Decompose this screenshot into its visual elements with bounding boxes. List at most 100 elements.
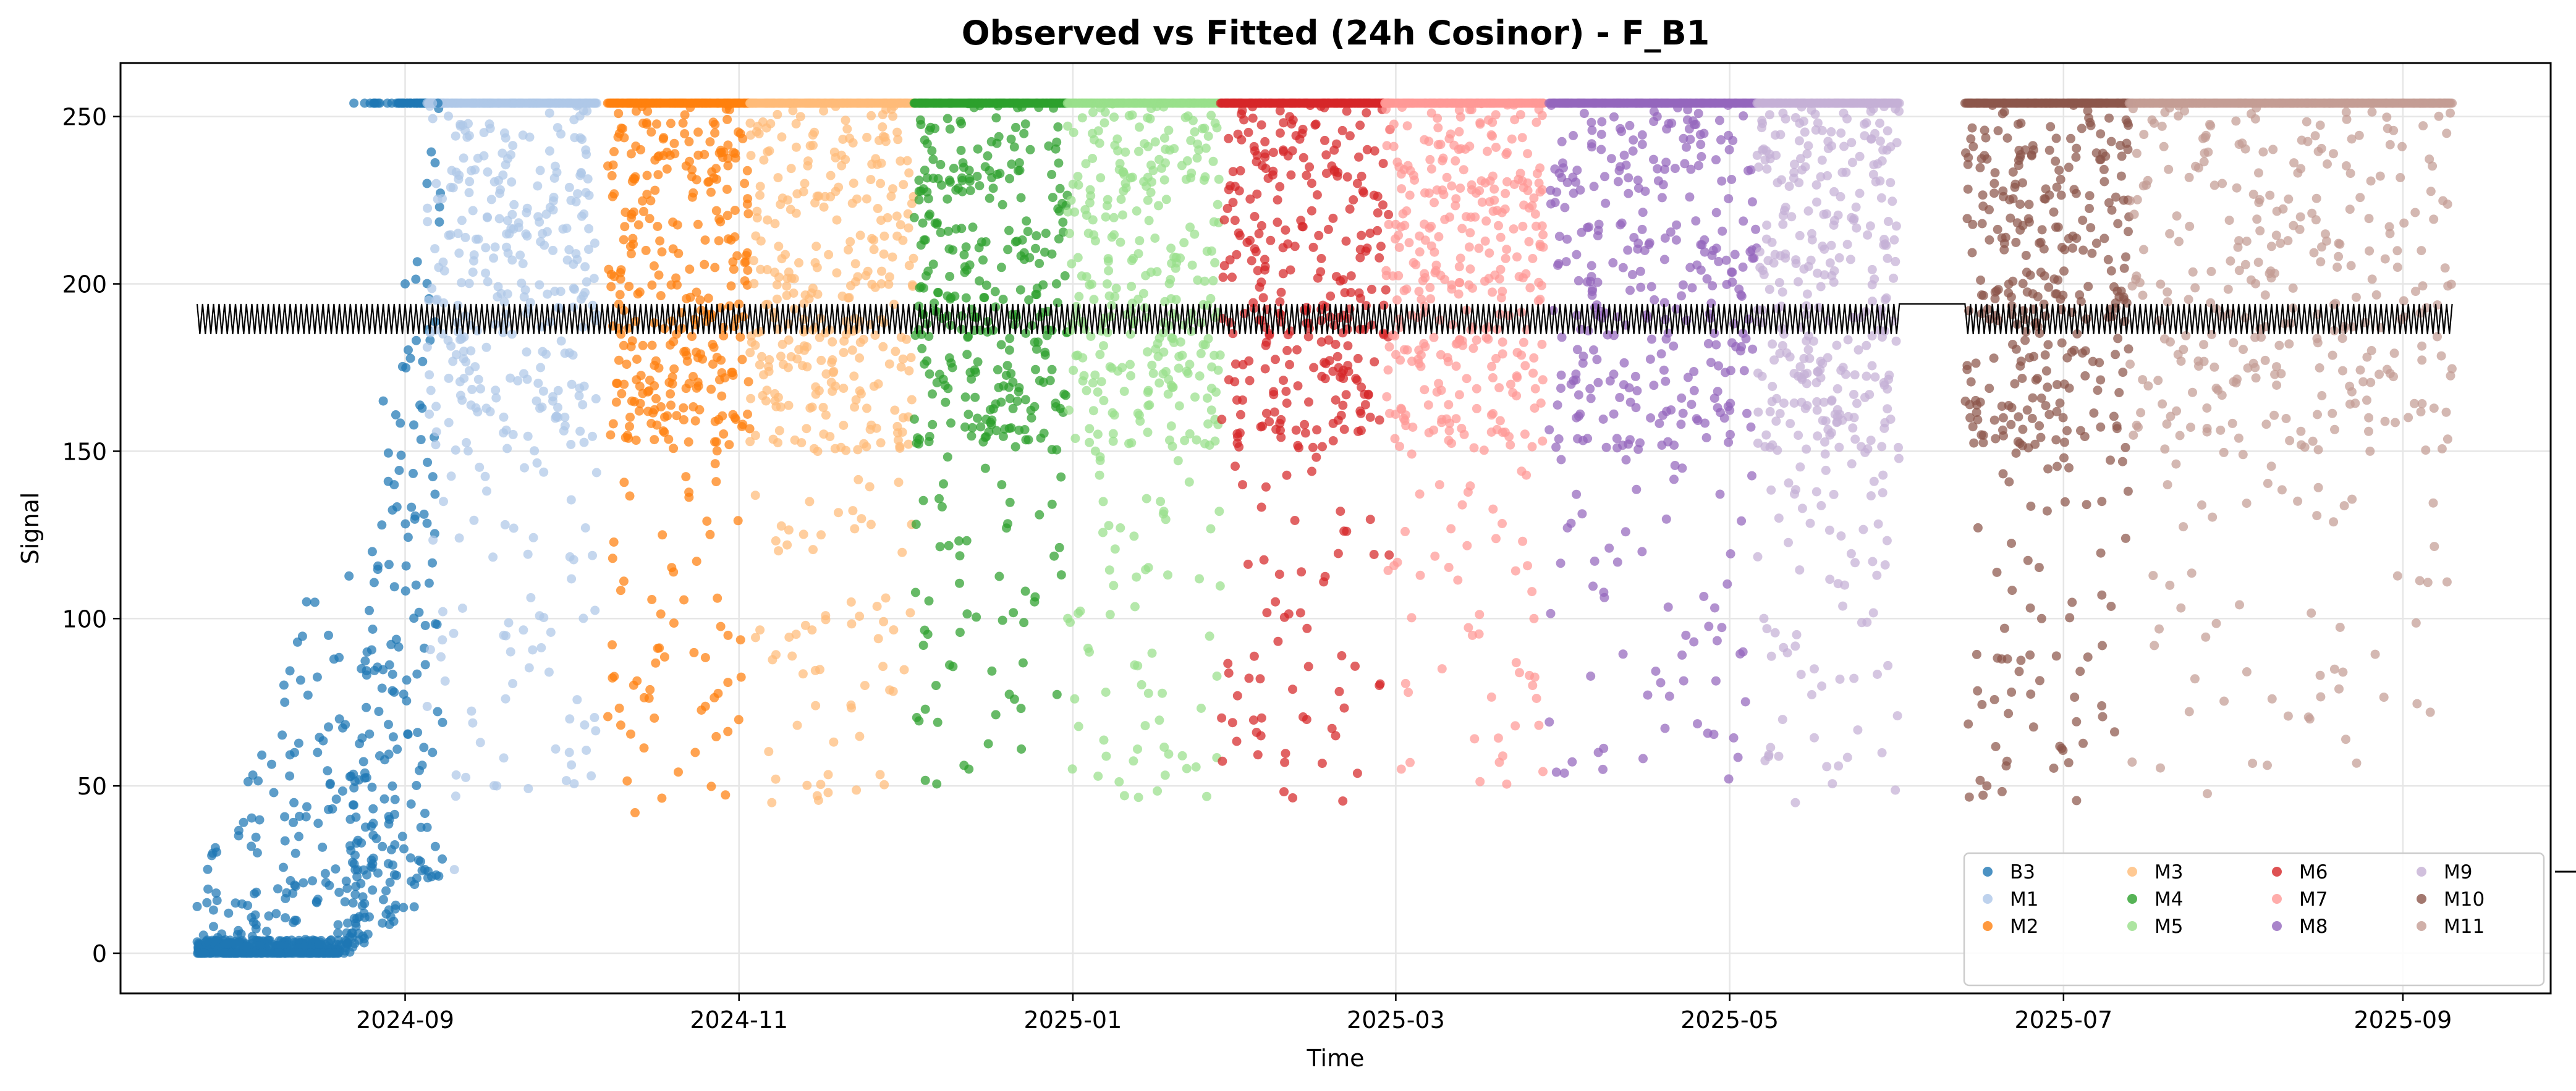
- point-m2: [742, 248, 752, 258]
- point-m7: [1404, 238, 1414, 248]
- point-m4: [1005, 174, 1014, 183]
- point-m7: [1511, 658, 1521, 668]
- point-m4: [1003, 519, 1012, 529]
- point-b3: [294, 832, 303, 841]
- point-m6: [1384, 550, 1394, 560]
- point-m4: [916, 240, 926, 250]
- point-m4: [955, 116, 965, 126]
- point-m6: [1312, 190, 1322, 200]
- point-m4: [1032, 231, 1041, 241]
- point-m5: [1143, 428, 1153, 437]
- point-m6: [1352, 769, 1362, 778]
- point-m8: [1726, 398, 1735, 408]
- point-m8: [1660, 233, 1670, 243]
- point-b3: [406, 799, 416, 809]
- point-m7: [1491, 143, 1501, 152]
- point-m5: [1147, 648, 1157, 658]
- point-m3: [847, 619, 857, 629]
- point-m3: [879, 617, 889, 626]
- point-m4: [955, 628, 965, 638]
- point-m2: [647, 340, 657, 350]
- point-m3: [787, 651, 797, 661]
- point-m8: [1574, 276, 1583, 285]
- point-m6: [1271, 424, 1281, 434]
- point-m8: [1747, 471, 1756, 481]
- point-m6: [1260, 152, 1270, 162]
- point-m4: [1056, 472, 1066, 482]
- point-m7: [1534, 720, 1544, 730]
- point-m8: [1587, 287, 1597, 297]
- point-m3: [764, 747, 774, 757]
- point-m6: [1337, 125, 1347, 135]
- point-m6: [1384, 209, 1394, 219]
- point-m5: [1209, 217, 1219, 227]
- point-m2: [721, 790, 731, 800]
- point-m6: [1260, 364, 1270, 374]
- point-m4: [960, 392, 970, 402]
- point-m6: [1343, 341, 1353, 351]
- point-m7: [1455, 253, 1465, 263]
- point-b3: [389, 582, 399, 592]
- point-m3: [755, 182, 765, 192]
- point-m6: [1252, 189, 1262, 199]
- point-b3: [339, 948, 349, 958]
- point-m1: [539, 467, 549, 477]
- point-m7: [1392, 557, 1402, 567]
- point-m3: [791, 208, 801, 218]
- point-m7: [1456, 144, 1466, 154]
- point-m8: [1663, 602, 1673, 612]
- point-m8: [1560, 203, 1570, 213]
- point-b3: [420, 865, 430, 874]
- point-m6: [1373, 192, 1383, 201]
- point-m4: [1057, 198, 1067, 208]
- point-m8: [1609, 409, 1619, 419]
- point-m2: [664, 434, 674, 444]
- point-b3: [338, 723, 347, 733]
- point-m4: [977, 237, 986, 247]
- point-m7: [1408, 423, 1418, 432]
- point-b3: [356, 878, 366, 888]
- point-m8: [1625, 285, 1635, 295]
- point-m7: [1472, 384, 1481, 394]
- point-m5: [1153, 786, 1163, 796]
- point-m2: [621, 208, 630, 217]
- point-m4: [944, 175, 954, 185]
- point-m5: [1102, 279, 1112, 289]
- point-m6: [1224, 133, 1234, 143]
- point-m1: [570, 133, 580, 143]
- point-m3: [906, 353, 916, 363]
- point-m1: [482, 486, 491, 496]
- point-m6: [1235, 410, 1245, 419]
- point-b3: [383, 448, 393, 458]
- point-m3: [847, 345, 857, 355]
- point-m1: [579, 381, 589, 391]
- point-b3: [366, 645, 376, 655]
- point-m5: [1145, 400, 1155, 410]
- point-m1: [588, 431, 597, 441]
- point-m4: [962, 265, 972, 275]
- point-m1: [544, 108, 554, 118]
- point-m7: [1480, 236, 1490, 246]
- point-m8: [1687, 400, 1697, 410]
- point-m7: [1486, 692, 1496, 702]
- point-m3: [855, 612, 865, 621]
- point-m3: [879, 231, 889, 241]
- point-m7: [1470, 734, 1480, 744]
- point-m1: [444, 418, 454, 428]
- point-m3: [848, 506, 858, 516]
- point-m5: [1200, 124, 1210, 133]
- point-b3: [366, 855, 376, 865]
- point-m4: [1006, 369, 1016, 379]
- point-m7: [1426, 241, 1436, 251]
- point-m1: [550, 287, 560, 296]
- point-m6: [1279, 376, 1288, 385]
- point-m2: [684, 137, 694, 146]
- point-m5: [1197, 704, 1206, 713]
- point-m2: [622, 776, 632, 786]
- point-m2: [653, 644, 663, 653]
- point-m5: [1182, 764, 1192, 773]
- point-m8: [1645, 238, 1654, 248]
- point-m7: [1500, 428, 1510, 437]
- point-b3: [341, 876, 351, 886]
- point-m7: [1451, 156, 1460, 166]
